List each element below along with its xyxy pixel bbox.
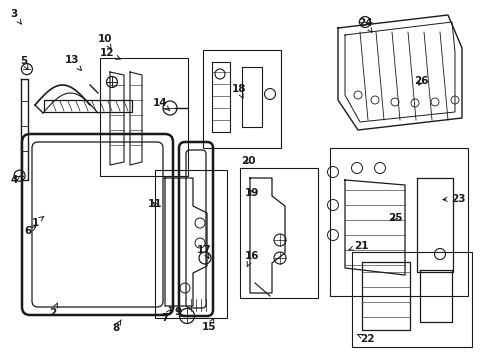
Text: 20: 20 xyxy=(241,156,255,166)
Bar xyxy=(44,100,132,112)
Text: 25: 25 xyxy=(387,213,402,223)
Text: 22: 22 xyxy=(357,334,374,344)
Text: 17: 17 xyxy=(197,245,211,258)
Text: 2: 2 xyxy=(49,303,58,318)
Text: 6: 6 xyxy=(25,226,36,236)
Text: 12: 12 xyxy=(99,48,120,59)
Text: 7: 7 xyxy=(161,310,170,323)
Text: 14: 14 xyxy=(153,98,169,111)
Text: 5: 5 xyxy=(20,56,28,69)
Bar xyxy=(351,252,471,347)
Text: 9: 9 xyxy=(169,307,182,318)
Text: 8: 8 xyxy=(113,320,121,333)
Text: 3: 3 xyxy=(10,9,21,24)
Bar xyxy=(100,58,187,176)
Bar xyxy=(203,50,281,148)
Text: 15: 15 xyxy=(202,319,216,332)
Text: 16: 16 xyxy=(244,251,259,267)
Text: 21: 21 xyxy=(347,240,367,251)
Text: 26: 26 xyxy=(413,76,428,86)
Bar xyxy=(155,170,226,318)
Text: 4: 4 xyxy=(10,175,20,185)
Text: 10: 10 xyxy=(98,34,112,49)
Text: 19: 19 xyxy=(244,188,259,198)
Text: 13: 13 xyxy=(65,55,81,71)
Text: 24: 24 xyxy=(358,18,372,32)
Text: 23: 23 xyxy=(442,194,465,204)
Text: 11: 11 xyxy=(148,199,163,210)
Bar xyxy=(329,148,467,296)
Text: 1: 1 xyxy=(32,216,44,228)
Text: 18: 18 xyxy=(231,84,245,98)
Bar xyxy=(240,168,317,298)
